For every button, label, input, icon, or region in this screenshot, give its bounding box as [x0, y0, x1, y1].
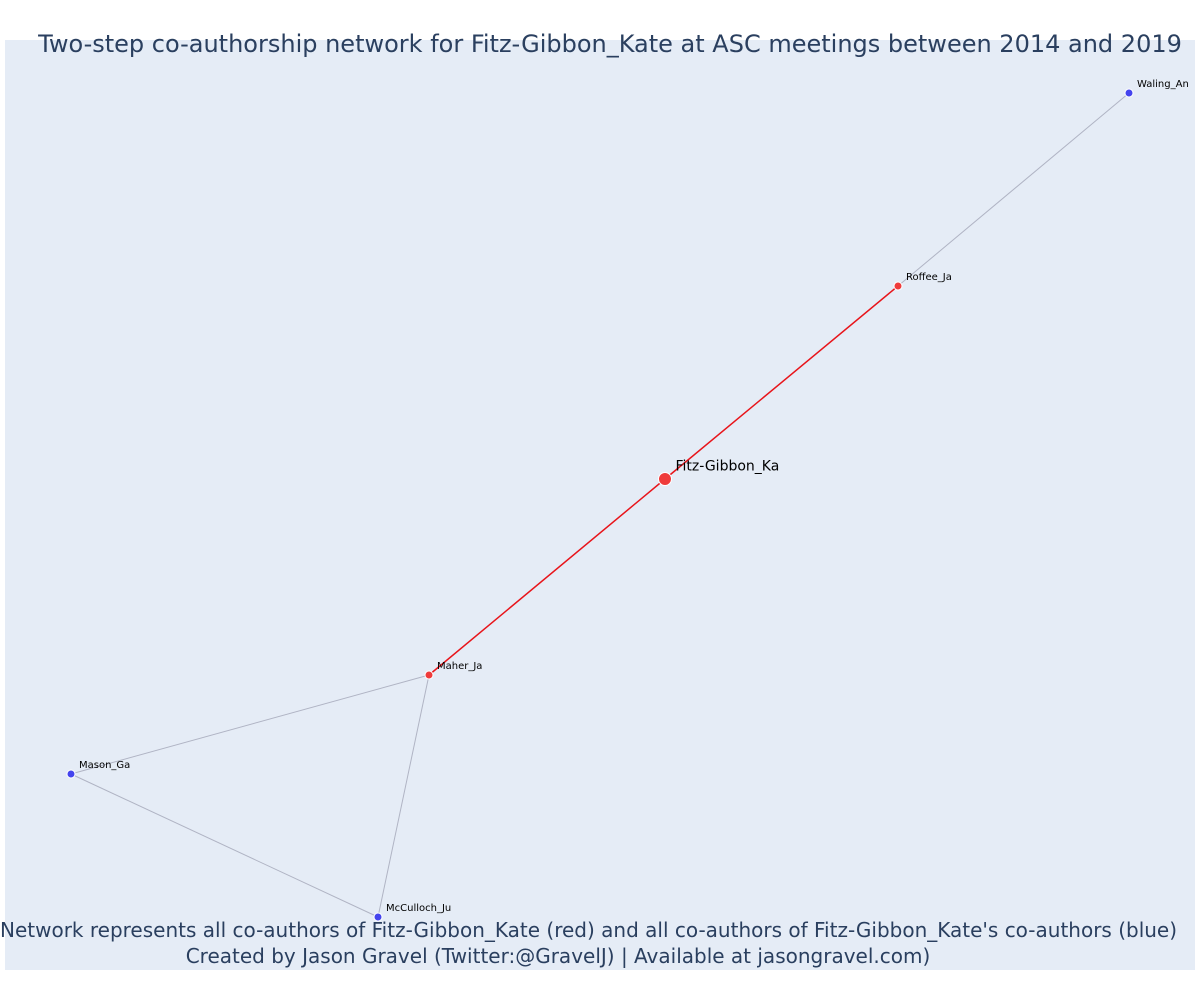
network-title: Two-step co-authorship network for Fitz-…: [38, 30, 1182, 58]
caption-line-1: Network represents all co-authors of Fit…: [0, 918, 1178, 942]
node-maher-ja[interactable]: Maher_Ja: [424, 661, 482, 680]
node-marker[interactable]: [893, 281, 903, 291]
node-label: Maher_Ja: [437, 661, 482, 672]
node-label: Roffee_Ja: [906, 272, 952, 283]
edge-roffee-ja-waling-an: [897, 92, 1130, 287]
node-waling-an[interactable]: Waling_An: [1124, 79, 1189, 98]
node-label: McCulloch_Ju: [386, 903, 451, 914]
node-mason-ga[interactable]: Mason_Ga: [66, 760, 130, 779]
node-label: Fitz-Gibbon_Ka: [676, 459, 780, 475]
node-marker[interactable]: [66, 769, 76, 779]
edge-maher-ja-mcculloch-ju: [377, 674, 430, 918]
edge-mason-ga-mcculloch-ju: [70, 773, 379, 918]
node-marker[interactable]: [658, 472, 672, 486]
node-marker[interactable]: [1124, 88, 1134, 98]
node-marker[interactable]: [373, 912, 383, 922]
edge-maher-ja-mason-ga: [70, 674, 430, 775]
node-mcculloch-ju[interactable]: McCulloch_Ju: [373, 903, 451, 922]
node-roffee-ja[interactable]: Roffee_Ja: [893, 272, 952, 291]
edge-fitz-gibbon-ka-maher-ja: [428, 478, 666, 676]
nodes-layer: Fitz-Gibbon_Ka Roffee_Ja Maher_Ja Waling_An…: [66, 79, 1189, 922]
node-label: Waling_An: [1137, 79, 1189, 90]
node-marker[interactable]: [424, 670, 434, 680]
node-label: Mason_Ga: [79, 760, 130, 771]
edge-fitz-gibbon-ka-roffee-ja: [664, 285, 899, 480]
edges-layer: [70, 92, 1130, 918]
node-fitz-gibbon-ka[interactable]: Fitz-Gibbon_Ka: [658, 459, 780, 486]
caption-line-2: Created by Jason Gravel (Twitter:@Gravel…: [185, 944, 931, 968]
plot-background: [5, 40, 1195, 970]
